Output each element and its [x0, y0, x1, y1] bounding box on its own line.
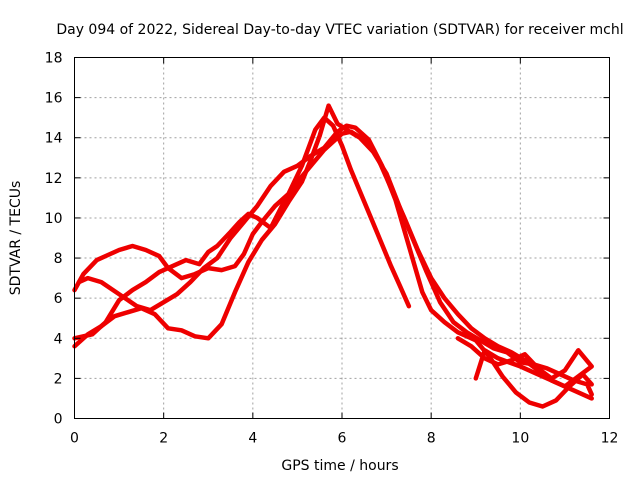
chart-title: Day 094 of 2022, Sidereal Day-to-day VTE…: [56, 22, 623, 38]
x-tick-label: 12: [601, 431, 619, 447]
plot-series: [72, 103, 594, 409]
series-track-d: [72, 129, 594, 401]
series-track-c: [72, 103, 594, 397]
y-tick-label: 8: [54, 251, 63, 267]
x-tick-label: 0: [70, 431, 79, 447]
y-tick-label: 4: [54, 331, 63, 347]
y-tick-label: 16: [45, 91, 63, 107]
y-tick-label: 12: [45, 171, 63, 187]
y-tick-label: 0: [54, 412, 63, 428]
x-tick-label: 4: [248, 431, 257, 447]
x-tick-label: 8: [427, 431, 436, 447]
y-tick-label: 6: [54, 291, 63, 307]
y-axis-label: SDTVAR / TECUs: [8, 181, 24, 296]
axis-ticks: 0 2 4 6 8 10 12 0 2 4 6 8 10 12 14 16 18: [45, 51, 619, 447]
y-tick-label: 14: [45, 131, 63, 147]
x-axis-label: GPS time / hours: [281, 458, 398, 474]
x-tick-label: 6: [338, 431, 347, 447]
x-tick-label: 10: [511, 431, 529, 447]
series-track-a: [72, 115, 412, 309]
y-tick-label: 18: [45, 51, 63, 67]
series-track-e: [455, 336, 594, 389]
y-tick-label: 10: [45, 211, 63, 227]
y-tick-label: 2: [54, 371, 63, 387]
grid: [74, 57, 610, 419]
x-tick-label: 2: [159, 431, 168, 447]
